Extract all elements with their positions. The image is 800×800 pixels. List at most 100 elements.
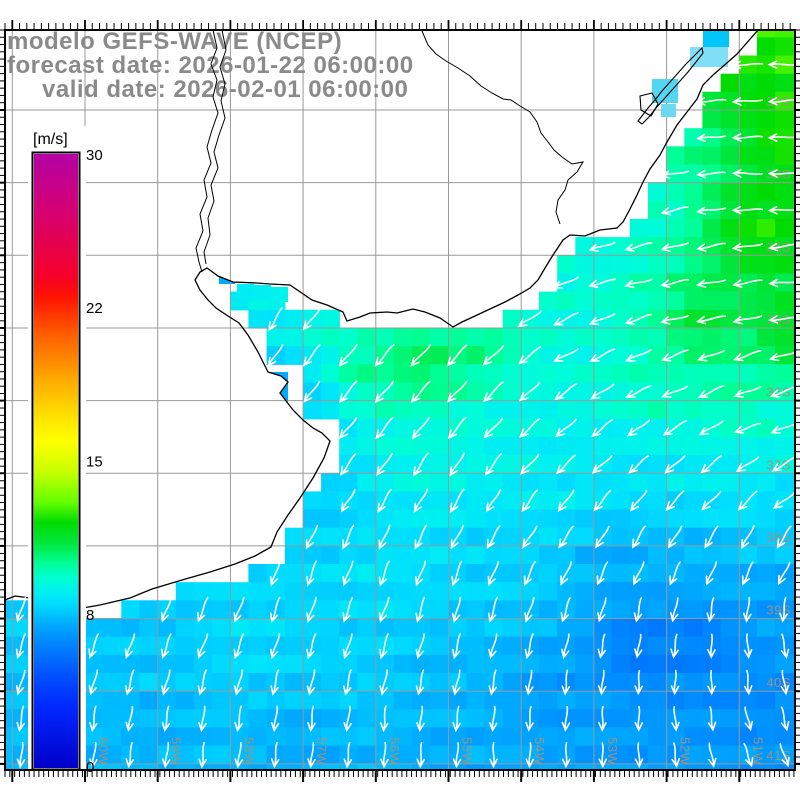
wind-arrow xyxy=(633,561,645,586)
ocean-cell xyxy=(575,654,595,674)
ocean-cell xyxy=(611,309,631,329)
wind-arrow xyxy=(374,344,395,367)
ocean-cell xyxy=(738,618,758,638)
ocean-cell xyxy=(738,582,758,601)
ocean-cell xyxy=(266,763,286,770)
ocean-cell xyxy=(502,545,522,565)
ocean-cell xyxy=(684,273,704,293)
ocean-cell xyxy=(502,400,522,420)
ocean-cell xyxy=(756,30,776,38)
ocean-cell xyxy=(157,763,177,770)
ocean-cell xyxy=(321,327,340,347)
coastline xyxy=(5,30,759,609)
ocean-cell xyxy=(756,273,776,293)
wind-arrow xyxy=(375,416,394,440)
wind-arrow xyxy=(634,669,643,696)
ocean-cell xyxy=(375,436,395,456)
ocean-cell xyxy=(411,691,431,710)
lon-label: 59W xyxy=(169,737,184,765)
ocean-cell xyxy=(357,436,377,456)
wind-arrow xyxy=(340,453,357,476)
ocean-cell xyxy=(375,618,395,638)
ocean-cell xyxy=(648,527,667,547)
ocean-cell xyxy=(139,618,159,638)
ocean-cell xyxy=(775,255,794,275)
ocean-cell xyxy=(557,364,576,383)
ocean-cell xyxy=(611,691,631,710)
ocean-cell xyxy=(702,364,722,383)
ocean-cell xyxy=(611,600,631,620)
wind-arrow xyxy=(15,633,26,660)
ocean-cell xyxy=(666,727,685,747)
ocean-cell xyxy=(575,400,595,420)
wind-arrow xyxy=(270,742,280,769)
wind-arrow xyxy=(487,560,500,587)
ocean-cell xyxy=(85,691,104,710)
ocean-cell xyxy=(103,636,122,656)
ocean-cell xyxy=(302,509,322,529)
ocean-cell xyxy=(702,291,722,311)
ocean-cell xyxy=(321,727,340,747)
wind-arrow xyxy=(667,525,683,549)
wind-arrow xyxy=(731,60,764,70)
ocean-cell xyxy=(484,436,504,456)
wind-arrow xyxy=(410,380,431,403)
ocean-cell xyxy=(5,618,13,638)
wind-arrow xyxy=(125,705,134,733)
wind-arrow xyxy=(521,489,538,513)
wind-arrow xyxy=(777,561,791,586)
wind-arrows xyxy=(15,60,795,769)
wind-arrow xyxy=(558,525,574,549)
ocean-cell xyxy=(430,582,449,601)
wind-arrow xyxy=(697,385,725,398)
wind-arrow xyxy=(552,312,579,326)
ocean-cell xyxy=(393,436,413,456)
ocean-cell xyxy=(448,436,467,456)
wind-arrow xyxy=(554,383,578,401)
wind-arrow xyxy=(706,597,715,623)
wind-arrow xyxy=(234,741,244,769)
ocean-cell xyxy=(321,364,340,383)
ocean-cell xyxy=(775,691,794,710)
ocean-cell xyxy=(484,473,504,492)
ocean-cell xyxy=(575,364,595,383)
ocean-cell xyxy=(720,455,740,474)
ocean-cell xyxy=(684,382,704,402)
ocean-cell xyxy=(393,564,413,583)
ocean-cell xyxy=(448,509,467,529)
ocean-cell xyxy=(702,219,722,238)
ocean-cell xyxy=(230,618,250,638)
ocean-cell xyxy=(756,709,776,729)
ocean-cell xyxy=(756,309,776,329)
river xyxy=(421,30,584,225)
ocean-cell xyxy=(575,636,595,656)
ocean-cell xyxy=(720,509,740,529)
wind-arrow xyxy=(708,742,717,768)
ocean-cell xyxy=(284,654,304,674)
wind-arrow xyxy=(161,705,171,732)
ocean-cell xyxy=(756,182,776,202)
ocean-cell xyxy=(157,618,177,638)
ocean-cell xyxy=(539,436,558,456)
ocean-cell xyxy=(720,745,740,765)
ocean-cell xyxy=(629,727,649,747)
ocean-cell xyxy=(12,691,32,710)
wind-arrow xyxy=(306,633,317,660)
ocean-cell xyxy=(302,545,322,565)
ocean-cell xyxy=(666,618,685,638)
ocean-cell xyxy=(430,455,449,474)
ocean-cell xyxy=(339,618,358,638)
ocean-cell xyxy=(393,745,413,765)
ocean-cell xyxy=(684,727,704,747)
ocean-cell xyxy=(648,745,667,765)
ocean-cell xyxy=(103,709,122,729)
ocean-cell xyxy=(393,400,413,420)
wind-arrow xyxy=(378,596,390,623)
ocean-cell xyxy=(738,545,758,565)
land-mass xyxy=(5,30,758,608)
ocean-cell xyxy=(756,491,776,511)
ocean-cell xyxy=(629,400,649,420)
ocean-cell xyxy=(557,400,576,420)
ocean-cell xyxy=(539,491,558,511)
ocean-cell xyxy=(611,491,631,511)
